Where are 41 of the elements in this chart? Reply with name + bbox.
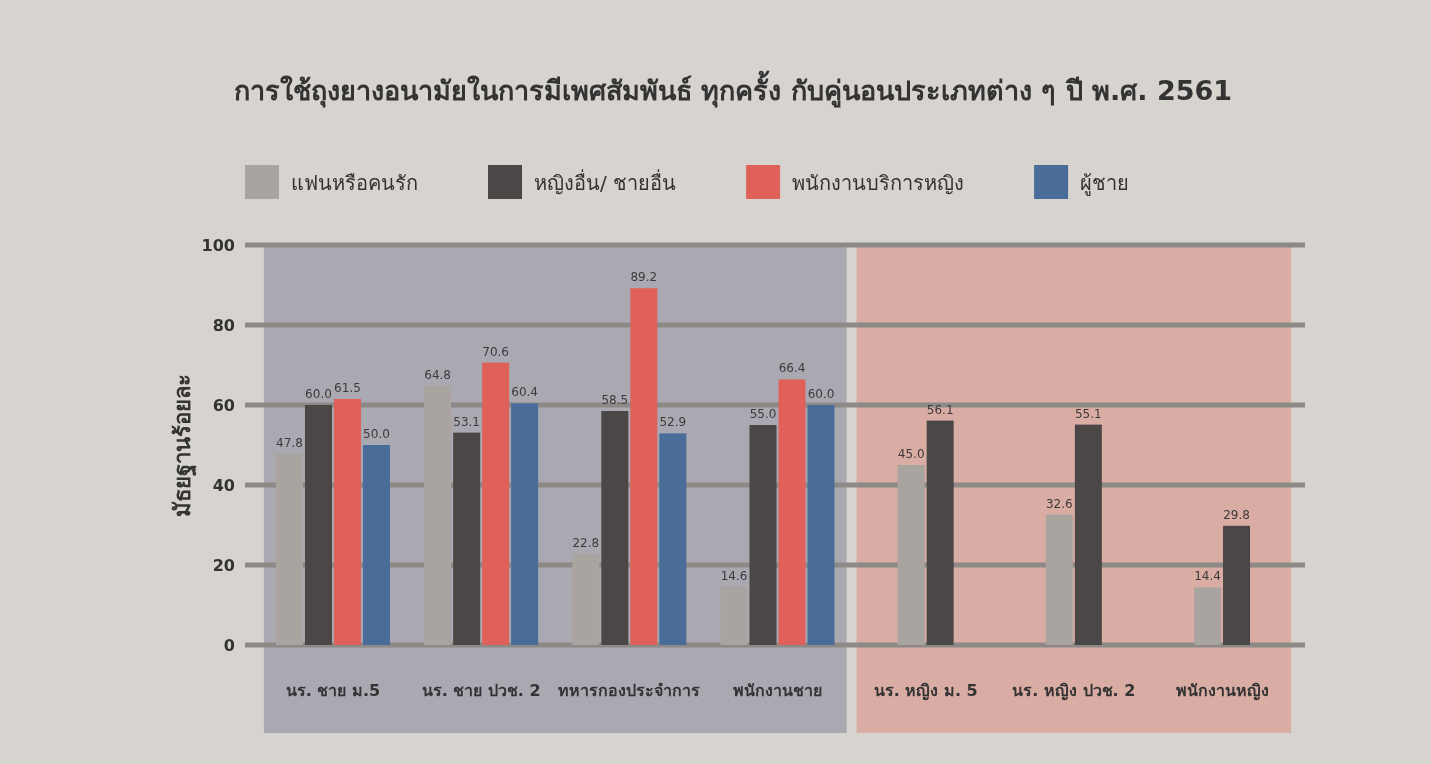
- data-label: 52.9: [659, 415, 687, 430]
- data-label: 60.0: [305, 387, 332, 401]
- y-tick-label: 40: [212, 475, 235, 495]
- data-label: 55.1: [1074, 406, 1102, 421]
- data-label: 60.4: [511, 385, 539, 400]
- y-tick-label: 100: [201, 235, 235, 255]
- data-label: 61.5: [334, 381, 361, 395]
- legend-label: ผู้ชาย: [1080, 171, 1130, 196]
- data-label: 14.6: [720, 568, 748, 583]
- x-tick-label: พนักงานชาย: [733, 681, 822, 701]
- data-label: 14.4: [1194, 569, 1221, 584]
- x-tick-label: ทหารกองประจำการ: [558, 681, 701, 701]
- data-label: 53.1: [453, 414, 481, 429]
- y-tick-label: 60: [212, 395, 235, 415]
- data-label: 45.0: [897, 447, 925, 461]
- legend-label: แฟนหรือคนรัก: [291, 171, 418, 195]
- data-label: 29.8: [1223, 507, 1250, 522]
- x-tick-label: นร. หญิง ม. 5: [873, 681, 978, 702]
- data-label: 56.1: [926, 402, 954, 417]
- data-label: 58.5: [601, 393, 629, 407]
- data-label: 70.6: [482, 344, 510, 359]
- x-tick-label: นร. หญิง ปวช. 2: [1012, 681, 1136, 702]
- y-tick-label: 20: [212, 555, 235, 575]
- y-tick-label: 80: [212, 315, 235, 335]
- legend-label: หญิงอื่น/ ชายอื่น: [534, 169, 677, 195]
- data-label: 22.8: [572, 535, 600, 550]
- data-label: 55.0: [749, 407, 777, 421]
- data-label: 32.6: [1045, 496, 1073, 511]
- y-axis-title: มัธยฐานร้อยละ: [170, 373, 197, 517]
- data-label: 50.0: [363, 427, 390, 441]
- data-label: 47.8: [276, 435, 303, 450]
- data-label: 64.8: [424, 367, 452, 382]
- x-tick-label: นร. ชาย ปวช. 2: [421, 681, 541, 701]
- x-tick-label: นร. ชาย ม.5: [285, 681, 381, 701]
- data-label: 60.0: [807, 387, 835, 401]
- data-label: 89.2: [630, 270, 658, 285]
- data-label: 66.4: [778, 361, 806, 376]
- legend-label: พนักงานบริการหญิง: [792, 171, 965, 195]
- x-tick-label: พนักงานหญิง: [1175, 681, 1269, 702]
- chart-title: การใช้ถุงยางอนามัยในการมีเพศสัมพันธ์ ทุกครั้ง กับคู่นอนประเภทต่าง ๆ ปี พ.ศ. 2561: [233, 70, 1233, 108]
- y-tick-label: 0: [223, 635, 235, 655]
